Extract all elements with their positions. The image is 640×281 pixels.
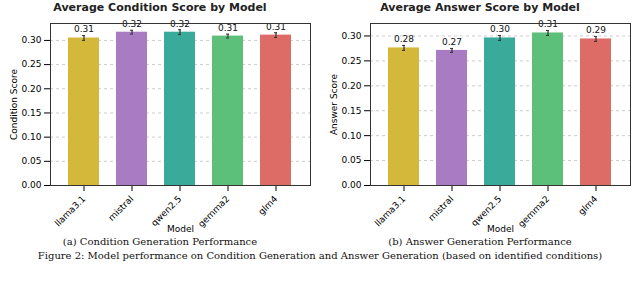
svg-text:0.05: 0.05 bbox=[341, 155, 361, 165]
svg-text:0.29: 0.29 bbox=[586, 25, 606, 35]
svg-text:0.15: 0.15 bbox=[21, 108, 41, 118]
svg-text:Model: Model bbox=[167, 224, 194, 234]
html-text:Average Condition Score by Mod: Average Condition Score by Model bbox=[53, 1, 267, 14]
svg-text:glm4: glm4 bbox=[576, 194, 599, 217]
svg-text:qwen2.5: qwen2.5 bbox=[149, 193, 184, 229]
svg-text:0.00: 0.00 bbox=[21, 180, 41, 190]
svg-text:gemma2: gemma2 bbox=[516, 194, 551, 229]
svg-text:llama3.1: llama3.1 bbox=[373, 194, 408, 229]
svg-text:0.05: 0.05 bbox=[21, 156, 41, 166]
svg-text:0.15: 0.15 bbox=[341, 106, 361, 116]
svg-text:0.20: 0.20 bbox=[21, 84, 41, 94]
html-text:(b) Answer Generation Performa: (b) Answer Generation Performance bbox=[388, 236, 572, 247]
svg-text:glm4: glm4 bbox=[256, 194, 279, 217]
svg-text:0.30: 0.30 bbox=[21, 35, 41, 45]
svg-text:Model: Model bbox=[487, 224, 514, 234]
svg-text:0.28: 0.28 bbox=[394, 34, 414, 44]
svg-text:0.31: 0.31 bbox=[218, 23, 238, 33]
svg-text:0.31: 0.31 bbox=[74, 24, 94, 34]
svg-text:0.10: 0.10 bbox=[341, 131, 361, 141]
svg-text:0.32: 0.32 bbox=[170, 18, 190, 29]
svg-text:mistral: mistral bbox=[426, 194, 455, 223]
svg-text:Condition Score: Condition Score bbox=[9, 69, 19, 140]
svg-text:0.10: 0.10 bbox=[21, 132, 41, 142]
svg-text:gemma2: gemma2 bbox=[196, 194, 231, 229]
svg-text:0.25: 0.25 bbox=[341, 56, 361, 66]
html-text:(a) Condition Generation Perfo: (a) Condition Generation Performance bbox=[62, 236, 258, 247]
svg-text:0.30: 0.30 bbox=[490, 24, 510, 34]
svg-text:0.20: 0.20 bbox=[341, 81, 361, 91]
svg-text:0.25: 0.25 bbox=[21, 59, 41, 69]
svg-text:0.27: 0.27 bbox=[442, 37, 462, 47]
svg-text:0.31: 0.31 bbox=[538, 19, 558, 29]
html-text:Figure 2: Model performance on: Figure 2: Model performance on Condition… bbox=[37, 250, 603, 261]
svg-text:qwen2.5: qwen2.5 bbox=[469, 193, 504, 229]
html-text:Average Answer Score by Model: Average Answer Score by Model bbox=[380, 1, 580, 14]
svg-text:0.00: 0.00 bbox=[341, 180, 361, 190]
svg-text:0.31: 0.31 bbox=[266, 21, 286, 32]
svg-text:llama3.1: llama3.1 bbox=[53, 194, 88, 229]
svg-text:Answer Score: Answer Score bbox=[329, 73, 339, 135]
svg-text:mistral: mistral bbox=[106, 194, 135, 223]
svg-text:0.30: 0.30 bbox=[341, 31, 361, 41]
svg-text:0.32: 0.32 bbox=[122, 19, 142, 29]
